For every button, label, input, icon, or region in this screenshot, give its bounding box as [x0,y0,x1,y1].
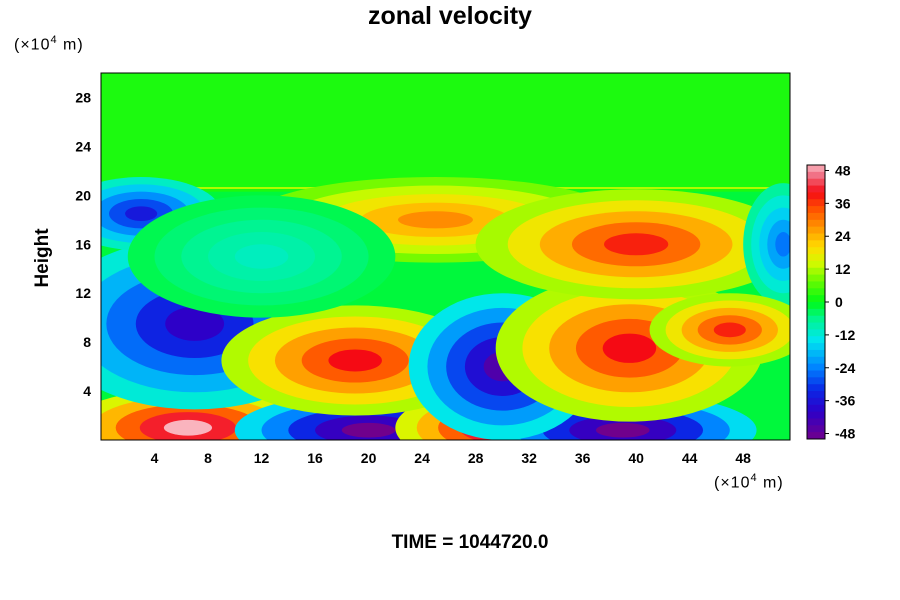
colorbar-band-7 [807,212,825,221]
x-tick-label-6: 28 [468,450,484,466]
colorbar-band-8 [807,219,825,228]
colorbar-band-36 [807,411,825,419]
colorbar-band-28 [807,356,825,365]
colorbar-band-12 [807,247,825,255]
velocity-cell-0-level-4 [163,419,213,436]
y-axis-unit: (×104 m) [14,34,84,54]
colorbar-band-2 [807,178,825,187]
x-tick-label-11: 48 [735,450,751,466]
colorbar-band-16 [807,274,825,282]
velocity-cell-13-level-4 [234,244,289,269]
colorbar-band-32 [807,384,825,392]
colorbar-band-37 [807,418,825,426]
colorbar-tick-label-3: 12 [835,261,851,277]
colorbar-band-24 [807,329,825,337]
x-tick-label-3: 16 [307,450,323,466]
colorbar-band-29 [807,363,825,371]
y-tick-label-4: 20 [75,187,91,203]
time-label: TIME = 1044720.0 [391,532,549,553]
colorbar-band-39 [807,432,825,440]
colorbar-tick-label-4: 0 [835,294,843,310]
x-tick-label-7: 32 [521,450,537,466]
colorbar-band-10 [807,233,825,241]
colorbar-band-6 [807,206,825,214]
colorbar-band-34 [807,397,825,406]
colorbar-band-18 [807,288,825,296]
colorbar-band-9 [807,226,825,234]
velocity-features [101,176,790,440]
y-tick-label-1: 8 [83,334,91,350]
y-tick-label-5: 24 [75,138,91,154]
x-tick-label-0: 4 [151,450,159,466]
y-tick-label-6: 28 [75,89,91,105]
colorbar-band-15 [807,267,825,276]
colorbar-band-27 [807,349,825,358]
colorbar-band-5 [807,199,825,207]
colorbar-tick-label-1: 36 [835,195,851,211]
velocity-cell-9-level-4 [604,233,669,256]
colorbar-band-35 [807,404,825,413]
colorbar-band-0 [807,165,825,173]
colorbar-band-26 [807,343,825,351]
y-tick-label-3: 16 [75,236,91,252]
colorbar-band-31 [807,377,825,385]
x-tick-label-8: 36 [575,450,591,466]
colorbar-band-38 [807,425,825,433]
colorbar-tick-label-6: -24 [835,360,855,376]
colorbar-band-23 [807,322,825,330]
velocity-cell-8-level-4 [398,211,473,229]
x-tick-label-9: 40 [628,450,644,466]
velocity-cell-7-level-4 [602,333,657,363]
colorbar-band-22 [807,315,825,324]
colorbar-band-30 [807,370,825,378]
velocity-cell-5-level-4 [328,349,382,372]
velocity-cell-1-level-4 [341,422,396,438]
colorbar-band-17 [807,281,825,289]
y-tick-label-0: 4 [83,383,91,399]
x-axis-unit: (×104 m) [714,472,784,492]
colorbar-tick-label-7: -36 [835,393,855,409]
colorbar-band-19 [807,295,825,303]
x-tick-label-4: 20 [361,450,377,466]
velocity-cell-10-level-4 [125,206,158,222]
y-tick-label-2: 12 [75,285,91,301]
velocity-cell-4-level-4 [165,306,225,341]
colorbar-band-4 [807,192,825,200]
colorbar-band-1 [807,171,825,180]
colorbar-tick-label-0: 48 [835,162,851,178]
colorbar-band-3 [807,185,825,193]
colorbar-tick-label-8: -48 [835,426,855,442]
colorbar-band-11 [807,240,825,248]
x-tick-label-5: 24 [414,450,430,466]
velocity-cell-11-level-4 [775,232,790,257]
colorbar-band-21 [807,308,825,317]
x-tick-label-10: 44 [682,450,698,466]
colorbar-band-14 [807,260,825,269]
colorbar-band-25 [807,336,825,344]
colorbar-tick-label-5: -12 [835,327,855,343]
x-tick-label-2: 12 [254,450,270,466]
colorbar-tick-label-2: 24 [835,228,851,244]
colorbar-band-20 [807,302,825,310]
colorbar-band-33 [807,391,825,399]
velocity-cell-3-level-4 [596,422,650,438]
chart-title: zonal velocity [368,2,532,30]
colorbar-band-13 [807,254,825,262]
x-tick-label-1: 8 [204,450,212,466]
velocity-cell-12-level-4 [713,322,746,338]
plot-frame [100,72,791,441]
